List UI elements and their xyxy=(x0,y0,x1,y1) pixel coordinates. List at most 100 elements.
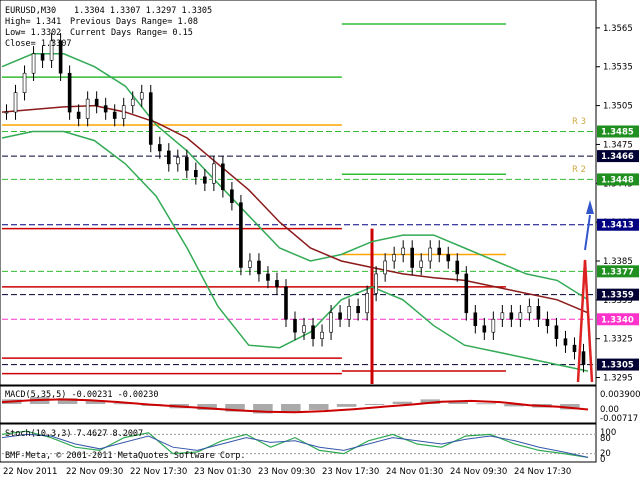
macd-signal-line xyxy=(1,398,589,414)
macd-axis-bottom: -0.00717 xyxy=(600,414,638,424)
price-candle xyxy=(554,325,559,339)
macd-histogram-bar xyxy=(225,404,245,412)
symbol-title: EURUSD,M30 xyxy=(5,6,56,16)
price-label-box xyxy=(597,150,639,163)
price-candle xyxy=(221,163,225,191)
red-arrow xyxy=(576,259,594,383)
price-candle xyxy=(428,247,433,262)
price-candle xyxy=(266,273,270,281)
price-candle xyxy=(392,254,396,262)
price-tick-label: 1.3565 xyxy=(603,24,633,34)
macd-histogram-bar xyxy=(504,404,524,407)
price-candle xyxy=(491,318,496,333)
stoch-axis-100: 100 xyxy=(600,428,616,438)
price-candle xyxy=(563,338,568,346)
price-tick-label: 1.3325 xyxy=(603,335,633,345)
price-candle xyxy=(356,306,360,314)
price-candle xyxy=(455,260,460,275)
price-label-box xyxy=(597,125,639,138)
price-candle xyxy=(230,189,234,204)
price-candle xyxy=(410,247,415,268)
price-candle xyxy=(22,72,27,93)
macd-histogram-bar xyxy=(281,404,301,413)
stoch-title: Stoch(10,3,3) 7.4627 8.2007 xyxy=(5,429,143,439)
time-tick: 23 Nov 01:30 xyxy=(194,467,251,477)
price-label-text: 1.3413 xyxy=(601,221,634,231)
ohlc-header: 1.3304 1.3307 1.3297 1.3305 xyxy=(74,6,212,16)
price-candle xyxy=(338,312,342,320)
price-axis: 1.35651.35351.35051.34751.34451.34151.33… xyxy=(596,24,639,384)
price-candle xyxy=(365,293,369,314)
time-tick: 23 Nov 09:30 xyxy=(258,467,315,477)
price-candle xyxy=(239,202,243,268)
price-candle xyxy=(67,72,72,113)
price-candle xyxy=(401,247,405,255)
time-tick: 24 Nov 17:30 xyxy=(514,467,571,477)
macd-axis-top: 0.003900 xyxy=(600,390,640,400)
price-tick-label: 1.3475 xyxy=(603,140,633,150)
price-candle xyxy=(509,312,514,320)
price-candle xyxy=(464,273,469,314)
price-label-box xyxy=(597,288,639,301)
time-tick: 22 Nov 2011 xyxy=(3,467,57,477)
macd-histogram-bar xyxy=(476,403,496,405)
price-label-text: 1.3305 xyxy=(601,361,634,371)
price-candle xyxy=(49,40,54,61)
time-tick: 24 Nov 09:30 xyxy=(450,467,507,477)
price-label-text: 1.3448 xyxy=(601,175,634,185)
price-label-text: 1.3340 xyxy=(601,315,634,325)
time-tick: 23 Nov 17:30 xyxy=(322,467,379,477)
main-panel[interactable] xyxy=(0,0,597,386)
pivot-r2-label: R 2 xyxy=(572,165,586,175)
macd-axis-zero: 0.00 xyxy=(600,405,619,415)
time-tick: 24 Nov 01:30 xyxy=(386,467,443,477)
price-candle xyxy=(581,351,586,365)
macd-histogram-bar xyxy=(308,404,329,410)
stoch-axis-80: 80 xyxy=(600,434,611,444)
price-candle xyxy=(121,105,126,119)
price-label-box xyxy=(597,313,639,326)
price-candle xyxy=(311,325,315,339)
time-tick: 22 Nov 17:30 xyxy=(130,467,187,477)
price-label-text: 1.3359 xyxy=(601,291,634,301)
price-tick-label: 1.3355 xyxy=(603,296,633,306)
stoch-panel[interactable] xyxy=(0,423,597,463)
price-candle xyxy=(112,111,117,119)
price-tick-label: 1.3385 xyxy=(603,257,633,267)
price-candle xyxy=(85,98,90,119)
info-high: High= 1.341 xyxy=(5,17,61,27)
price-candle xyxy=(320,331,324,339)
price-candle xyxy=(194,170,198,178)
price-candle xyxy=(13,92,18,113)
moving-average-line xyxy=(1,104,589,314)
price-candle xyxy=(139,92,144,100)
stoch-plot-layer xyxy=(1,430,596,458)
price-candle xyxy=(473,312,478,327)
macd-histogram-bar xyxy=(336,404,357,407)
info-low: Low= 1.3302 xyxy=(5,28,61,38)
time-tick: 22 Nov 09:30 xyxy=(66,467,123,477)
info-curr-range: Current Days Range= 0.15 xyxy=(70,28,193,38)
macd-title: MACD(5,35,5) -0.00231 -0.00230 xyxy=(5,390,159,400)
price-candle xyxy=(40,53,45,61)
price-candle xyxy=(176,157,180,165)
info-close: Close= 1.3307 xyxy=(5,39,72,49)
price-candle xyxy=(446,254,451,262)
price-candle xyxy=(527,306,532,314)
blue-arrowhead xyxy=(586,200,594,214)
price-candle xyxy=(4,111,9,114)
main-plot-layer xyxy=(1,23,596,384)
price-label-box xyxy=(597,173,639,186)
price-candle xyxy=(130,98,135,106)
stoch-axis-20: 20 xyxy=(600,449,611,459)
price-candle xyxy=(536,306,541,320)
macd-histogram-bar xyxy=(85,400,106,404)
macd-histogram-bar xyxy=(253,404,273,414)
price-candle xyxy=(293,318,297,333)
price-candle xyxy=(500,312,505,320)
price-candle xyxy=(185,157,189,171)
info-prev-range: Previous Days Range= 1.08 xyxy=(70,17,198,27)
stoch-signal-line xyxy=(1,433,589,458)
price-candle xyxy=(76,111,81,119)
